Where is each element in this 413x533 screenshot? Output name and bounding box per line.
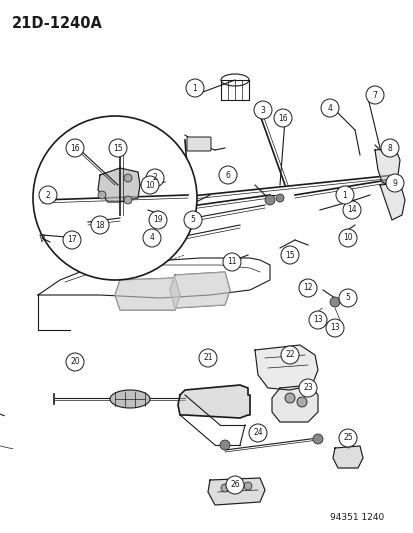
- Circle shape: [66, 139, 84, 157]
- Text: 9: 9: [392, 179, 396, 188]
- Circle shape: [124, 174, 132, 182]
- Circle shape: [248, 424, 266, 442]
- Text: 26: 26: [230, 481, 239, 489]
- Polygon shape: [254, 345, 317, 390]
- Text: 94351 1240: 94351 1240: [329, 513, 383, 522]
- Text: 1: 1: [192, 84, 197, 93]
- Text: 16: 16: [70, 143, 80, 152]
- Polygon shape: [170, 272, 230, 308]
- Circle shape: [296, 397, 306, 407]
- Text: 3: 3: [260, 106, 265, 115]
- Text: 4: 4: [327, 103, 332, 112]
- Text: 18: 18: [95, 221, 104, 230]
- Text: 5: 5: [345, 294, 349, 303]
- Text: 13: 13: [312, 316, 322, 325]
- Text: 15: 15: [285, 251, 294, 260]
- Circle shape: [320, 99, 338, 117]
- Text: 21: 21: [203, 353, 212, 362]
- Circle shape: [308, 311, 326, 329]
- Polygon shape: [207, 478, 264, 505]
- Circle shape: [273, 109, 291, 127]
- Circle shape: [284, 393, 294, 403]
- Circle shape: [312, 434, 322, 444]
- Circle shape: [218, 166, 236, 184]
- Text: 6: 6: [225, 171, 230, 180]
- Circle shape: [264, 195, 274, 205]
- Circle shape: [221, 484, 228, 492]
- Circle shape: [109, 139, 127, 157]
- Text: 13: 13: [330, 324, 339, 333]
- Circle shape: [243, 482, 252, 490]
- Text: 24: 24: [253, 429, 262, 438]
- Circle shape: [280, 346, 298, 364]
- Circle shape: [280, 246, 298, 264]
- Text: 2: 2: [152, 174, 157, 182]
- Circle shape: [124, 196, 132, 204]
- FancyBboxPatch shape: [187, 137, 211, 151]
- Polygon shape: [178, 385, 249, 418]
- Text: 14: 14: [347, 206, 356, 214]
- Circle shape: [141, 176, 159, 194]
- Circle shape: [254, 101, 271, 119]
- Text: 21D-1240A: 21D-1240A: [12, 16, 102, 31]
- Circle shape: [342, 201, 360, 219]
- Polygon shape: [98, 168, 140, 202]
- Circle shape: [365, 86, 383, 104]
- Text: 12: 12: [302, 284, 312, 293]
- Text: 15: 15: [113, 143, 123, 152]
- Circle shape: [298, 379, 316, 397]
- Text: 22: 22: [285, 351, 294, 359]
- Circle shape: [380, 139, 398, 157]
- Circle shape: [325, 319, 343, 337]
- Circle shape: [98, 191, 106, 199]
- Ellipse shape: [110, 390, 150, 408]
- Text: 17: 17: [67, 236, 77, 245]
- Text: 10: 10: [145, 181, 154, 190]
- Circle shape: [91, 216, 109, 234]
- Circle shape: [338, 229, 356, 247]
- Circle shape: [142, 229, 161, 247]
- Circle shape: [335, 186, 353, 204]
- Text: 1: 1: [342, 190, 347, 199]
- Circle shape: [151, 180, 159, 188]
- Circle shape: [223, 253, 240, 271]
- Circle shape: [39, 186, 57, 204]
- Circle shape: [219, 440, 230, 450]
- Circle shape: [275, 194, 283, 202]
- Circle shape: [338, 429, 356, 447]
- Text: 7: 7: [372, 91, 377, 100]
- Circle shape: [199, 349, 216, 367]
- Polygon shape: [332, 446, 362, 468]
- Text: 19: 19: [153, 215, 162, 224]
- Text: 5: 5: [190, 215, 195, 224]
- Circle shape: [185, 79, 204, 97]
- Circle shape: [329, 297, 339, 307]
- Text: 4: 4: [149, 233, 154, 243]
- Circle shape: [149, 211, 166, 229]
- Polygon shape: [379, 183, 404, 220]
- Text: 23: 23: [302, 384, 312, 392]
- Circle shape: [299, 280, 309, 290]
- Circle shape: [63, 231, 81, 249]
- Circle shape: [66, 353, 84, 371]
- Text: 20: 20: [70, 358, 80, 367]
- Text: 10: 10: [342, 233, 352, 243]
- Polygon shape: [115, 278, 180, 310]
- Circle shape: [225, 476, 243, 494]
- Circle shape: [154, 211, 161, 219]
- Circle shape: [146, 169, 164, 187]
- Circle shape: [33, 116, 197, 280]
- Circle shape: [298, 279, 316, 297]
- Text: 16: 16: [278, 114, 287, 123]
- Text: 8: 8: [387, 143, 392, 152]
- Text: 2: 2: [45, 190, 50, 199]
- Circle shape: [385, 174, 403, 192]
- Text: 25: 25: [342, 433, 352, 442]
- Polygon shape: [374, 148, 399, 185]
- Circle shape: [338, 289, 356, 307]
- Text: 11: 11: [227, 257, 236, 266]
- Polygon shape: [271, 385, 317, 422]
- Circle shape: [183, 211, 202, 229]
